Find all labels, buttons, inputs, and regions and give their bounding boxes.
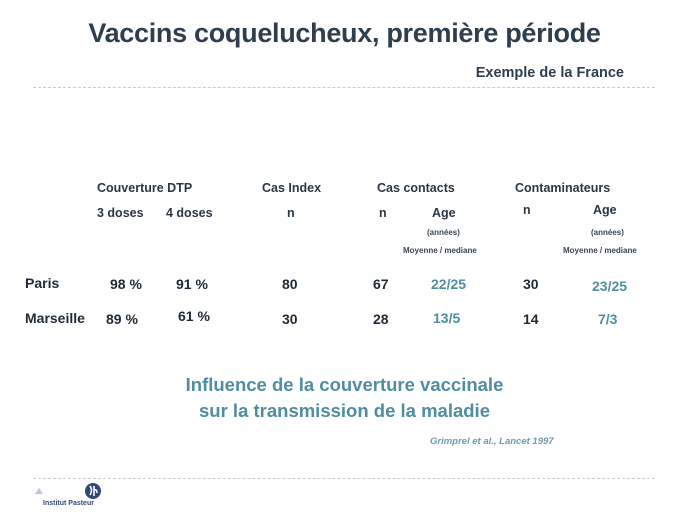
cell-paris-contacts-n: 67 xyxy=(373,276,389,292)
reference-citation: Grimprel et al., Lancet 1997 xyxy=(430,436,554,447)
subheader-contacts-n: n xyxy=(379,206,387,220)
subheader-contacts-age-unit: (années) xyxy=(427,228,460,237)
row-label-paris: Paris xyxy=(25,275,60,291)
row-label-marseille: Marseille xyxy=(25,310,85,326)
pasteur-logo-icon xyxy=(35,483,101,499)
cell-paris-contam-age: 23/25 xyxy=(592,278,628,294)
cell-marseille-contacts-age: 13/5 xyxy=(433,310,461,326)
header-index-cases: Cas Index xyxy=(262,181,322,195)
subheader-contam-age-unit: (années) xyxy=(591,228,624,237)
cell-paris-contam-n: 30 xyxy=(523,276,539,292)
conclusion-line-2: sur la transmission de la maladie xyxy=(199,400,490,421)
header-coverage: Couverture DTP xyxy=(97,181,193,195)
cell-marseille-3-doses: 89 % xyxy=(106,311,138,327)
subheader-4-doses: 4 doses xyxy=(166,206,213,220)
header-contaminators: Contaminateurs xyxy=(515,181,611,195)
cell-marseille-contacts-n: 28 xyxy=(373,311,389,327)
cell-paris-4-doses: 91 % xyxy=(176,276,208,292)
subheader-index-n: n xyxy=(287,206,295,220)
header-contact-cases: Cas contacts xyxy=(377,181,455,195)
conclusion-line-1: Influence de la couverture vaccinale xyxy=(185,374,504,395)
subheader-contam-age: Age xyxy=(593,203,617,217)
logo-label: Institut Pasteur xyxy=(43,500,94,507)
page-title: Vaccins coquelucheux, première période xyxy=(88,18,601,48)
institut-pasteur-logo: Institut Pasteur xyxy=(33,481,113,511)
cell-marseille-contam-n: 14 xyxy=(523,311,539,327)
cell-marseille-index-n: 30 xyxy=(282,311,298,327)
cell-paris-3-doses: 98 % xyxy=(110,276,142,292)
cell-paris-index-n: 80 xyxy=(282,276,298,292)
subheader-contacts-age-stat: Moyenne / mediane xyxy=(403,246,477,255)
subheader-contam-age-stat: Moyenne / mediane xyxy=(563,246,637,255)
bottom-divider xyxy=(33,478,655,479)
subheader-3-doses: 3 doses xyxy=(97,206,144,220)
subheader-contacts-age: Age xyxy=(432,206,456,220)
subheader-contam-n: n xyxy=(523,203,531,217)
cell-marseille-contam-age: 7/3 xyxy=(598,311,618,327)
top-divider xyxy=(33,87,655,88)
cell-paris-contacts-age: 22/25 xyxy=(431,276,467,292)
page-subtitle: Exemple de la France xyxy=(475,65,624,81)
cell-marseille-4-doses: 61 % xyxy=(178,308,210,324)
